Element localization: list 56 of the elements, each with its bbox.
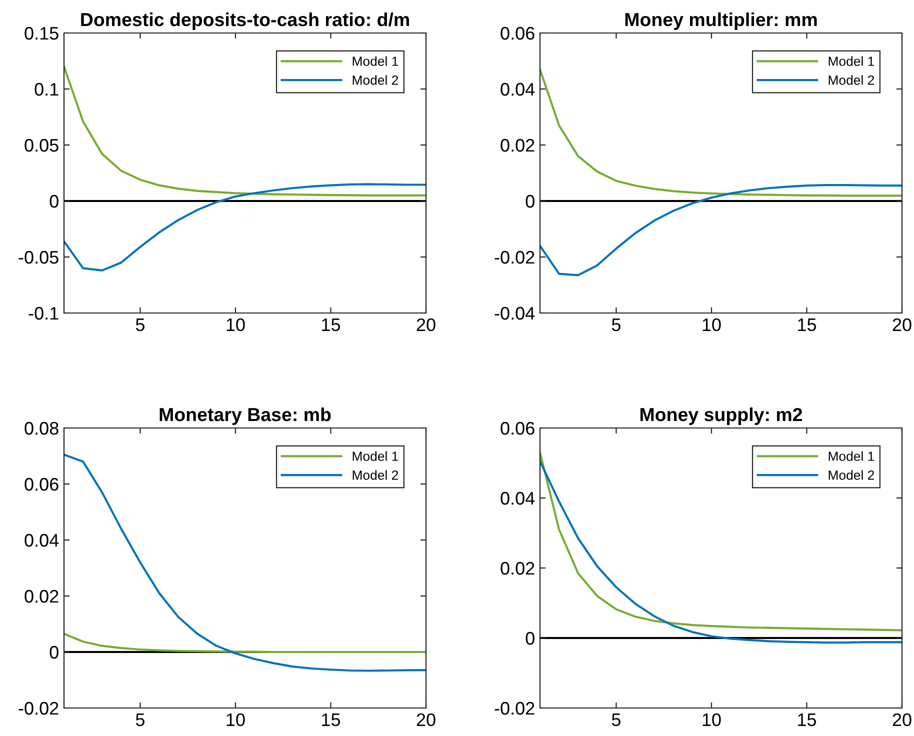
x-tick-label: 15	[322, 714, 340, 726]
x-tick-label: 5	[612, 318, 620, 332]
line-series	[64, 66, 426, 196]
x-tick-label: 10	[226, 713, 245, 726]
x-tick-label: 5	[136, 318, 144, 332]
chart-title: Money multiplier: mm	[625, 12, 817, 30]
legend-label: Model 2	[352, 470, 398, 480]
y-tick-label: -0.1	[28, 306, 58, 320]
line-series	[64, 632, 426, 654]
legend-label: Model 2	[828, 470, 874, 480]
y-tick-label: 0.04	[24, 534, 59, 547]
y-tick-label: 0.04	[500, 492, 535, 505]
y-tick-label: 0	[526, 632, 534, 645]
y-tick-label: 0.06	[500, 422, 534, 435]
y-tick-label: 0.05	[24, 138, 58, 152]
y-tick-label: -0.02	[494, 702, 534, 715]
y-tick-label: 0.02	[500, 562, 534, 575]
y-tick-label: -0.02	[18, 702, 58, 715]
x-tick-label: 15	[798, 318, 816, 332]
y-tick-label: 0.06	[500, 26, 534, 40]
y-tick-label: -0.05	[18, 250, 58, 264]
y-tick-label: 0.02	[500, 138, 534, 152]
x-tick-label: 20	[892, 713, 912, 726]
line-series	[64, 183, 426, 272]
legend-label: Model 1	[352, 56, 398, 66]
x-tick-label: 10	[226, 318, 245, 332]
line-series	[540, 184, 902, 276]
chart-title: Monetary Base: mb	[160, 407, 331, 425]
y-tick-label: -0.04	[494, 306, 535, 320]
x-tick-label: 20	[416, 318, 436, 332]
x-tick-label: 15	[798, 714, 816, 726]
y-tick-label: 0.02	[24, 590, 58, 603]
line-series	[540, 68, 902, 197]
legend-label: Model 1	[352, 451, 398, 461]
legend-label: Model 2	[352, 75, 398, 85]
legend-label: Model 1	[828, 56, 874, 66]
y-tick-label: -0.02	[494, 250, 534, 264]
y-tick-label: 0.15	[24, 26, 58, 40]
y-tick-label: 0	[526, 194, 534, 208]
y-tick-label: 0.1	[34, 82, 58, 96]
x-tick-label: 20	[892, 318, 912, 332]
chart-title: Domestic deposits-to-cash ratio: d/m	[81, 12, 409, 30]
y-tick-label: 0	[50, 194, 58, 208]
legend-label: Model 2	[828, 75, 874, 85]
x-tick-label: 15	[322, 318, 340, 332]
legend-label: Model 1	[828, 451, 874, 461]
y-tick-label: 0.06	[24, 478, 58, 491]
x-tick-label: 5	[612, 714, 620, 726]
x-tick-label: 10	[702, 713, 721, 726]
y-tick-label: 0.08	[24, 422, 58, 435]
chart-title: Money supply: m2	[640, 407, 802, 425]
y-tick-label: 0.04	[500, 82, 535, 96]
x-tick-label: 10	[702, 318, 721, 332]
y-tick-label: 0	[50, 646, 58, 659]
x-tick-label: 5	[136, 714, 144, 726]
x-tick-label: 20	[416, 713, 436, 726]
